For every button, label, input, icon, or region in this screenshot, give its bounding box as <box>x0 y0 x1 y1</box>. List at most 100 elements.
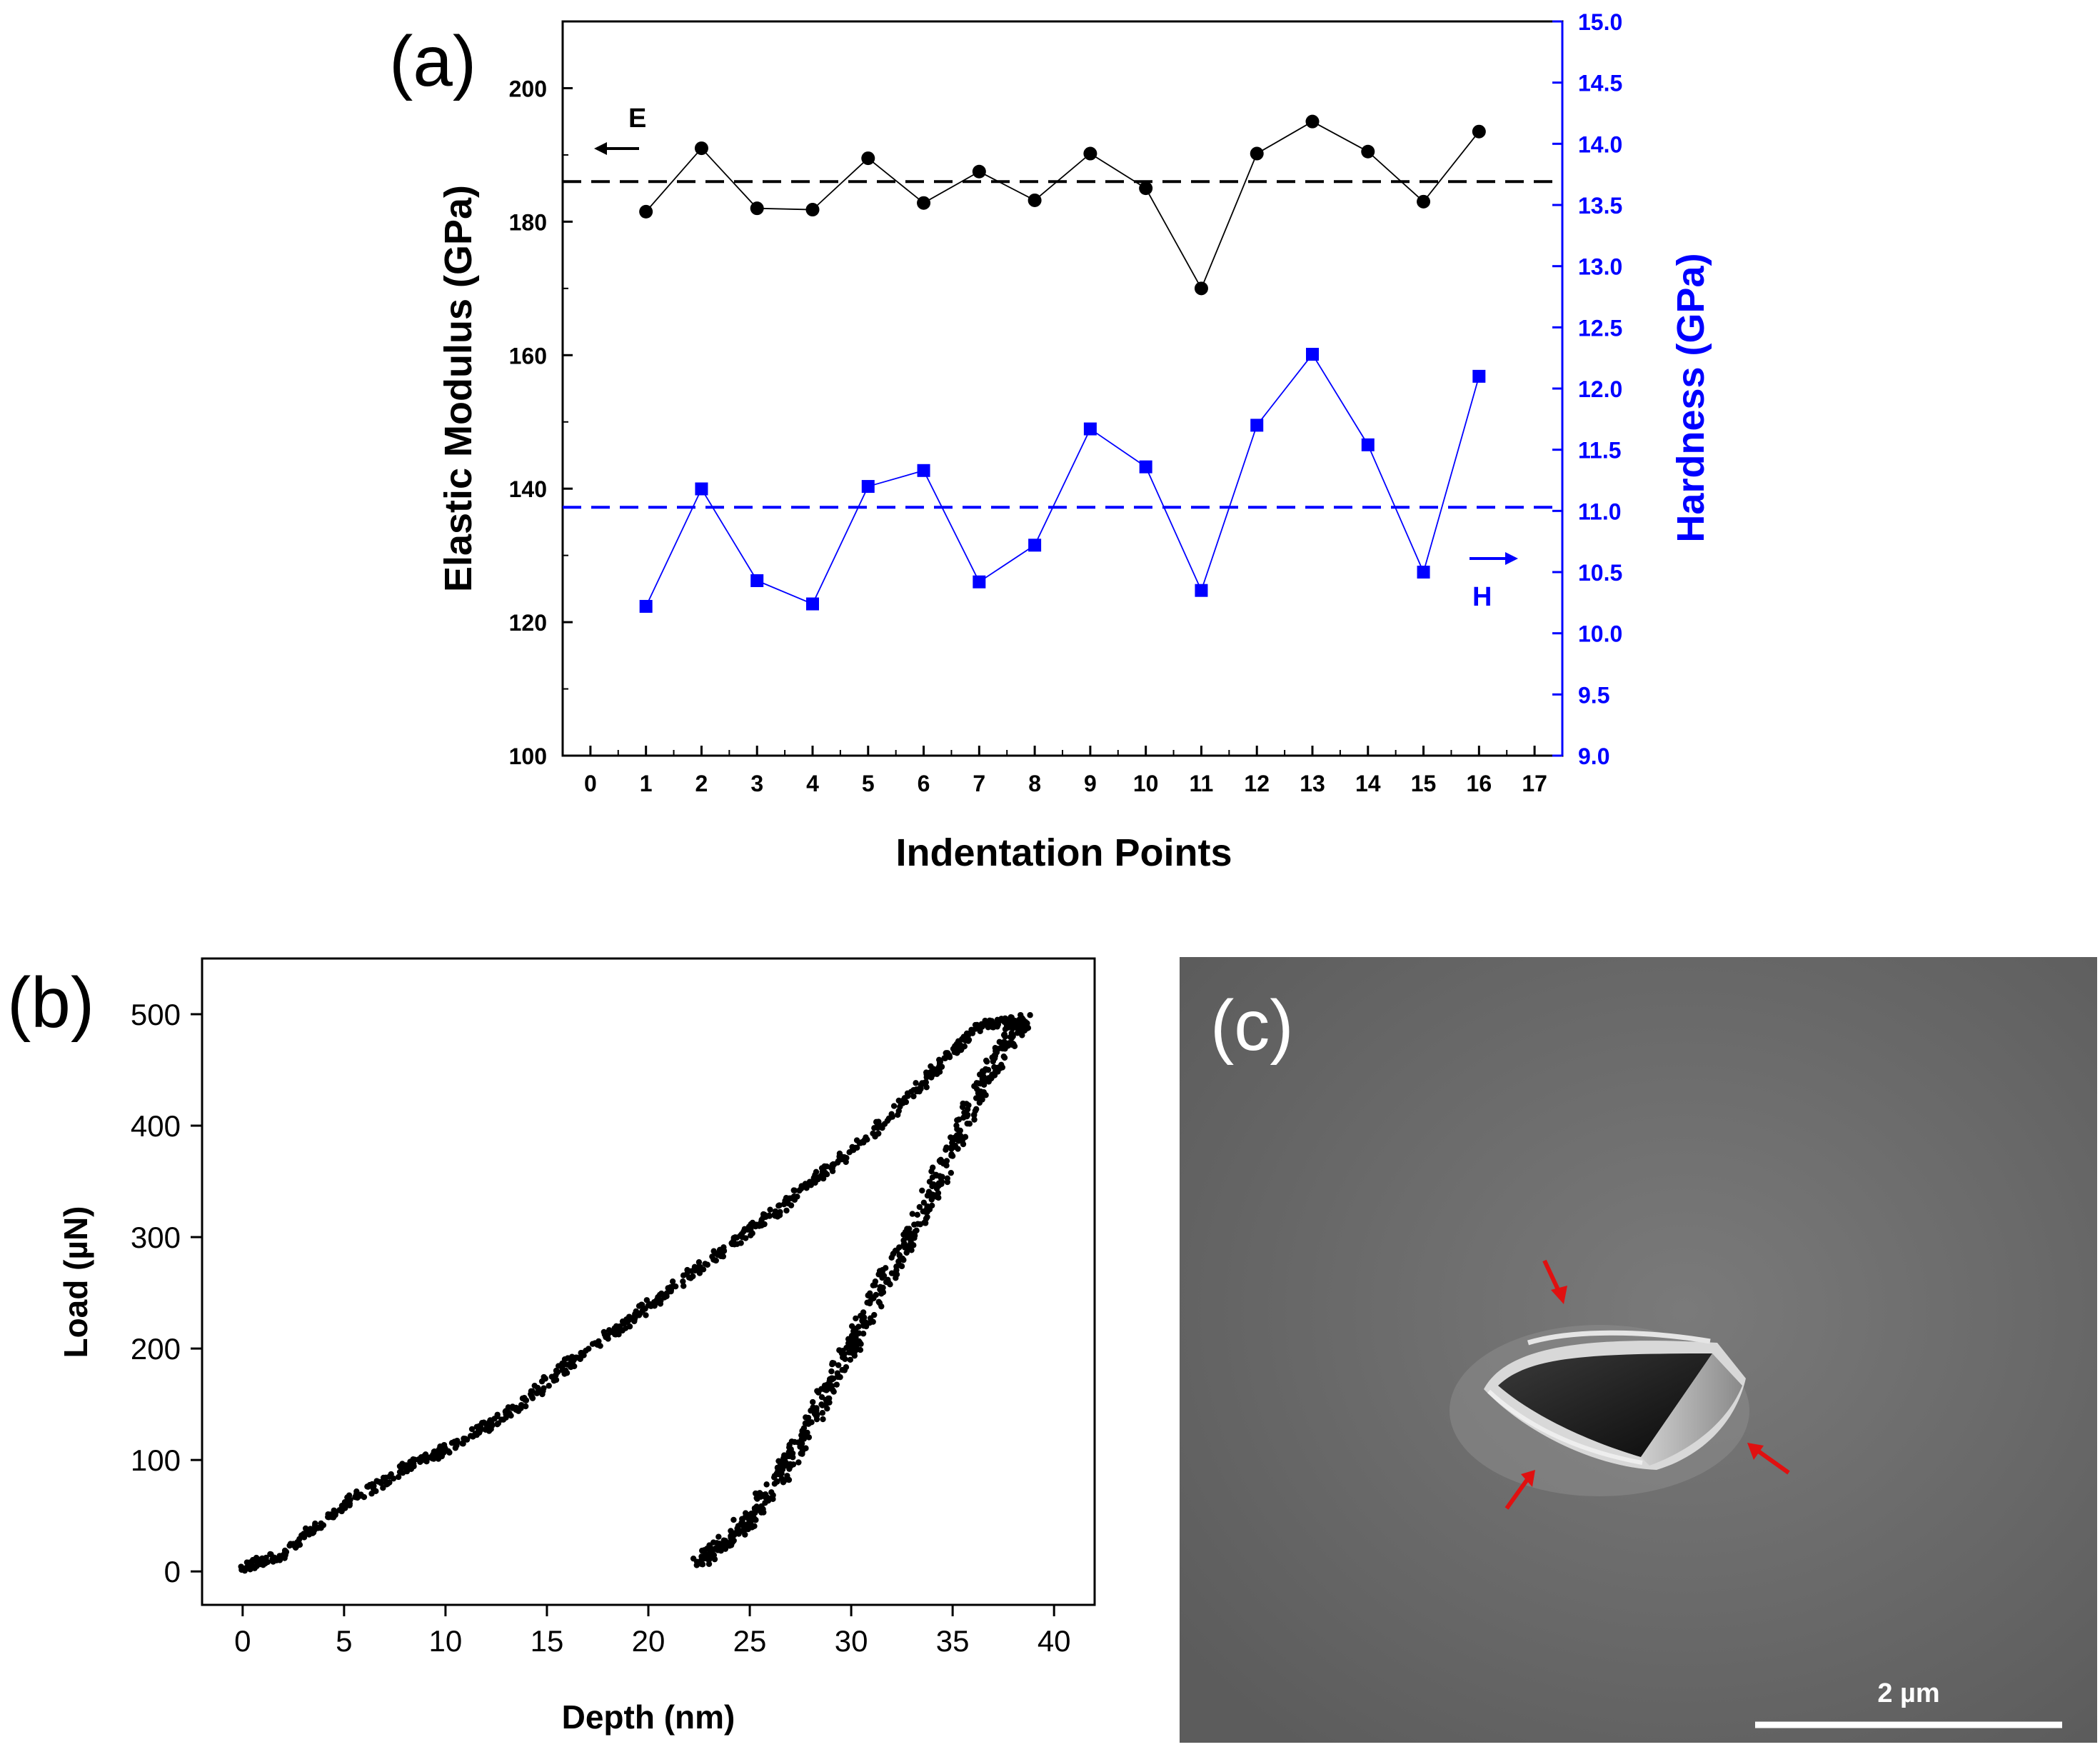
loading-data-point <box>933 1071 940 1077</box>
unloading-data-point <box>929 1164 936 1171</box>
loading-data-point <box>281 1555 288 1561</box>
unloading-data-point <box>810 1398 816 1406</box>
unloading-data-point <box>993 1048 999 1054</box>
unloading-data-point <box>855 1323 862 1330</box>
b-x-tick-label: 0 <box>234 1624 251 1658</box>
loading-data-point <box>980 1021 988 1028</box>
loading-data-point <box>513 1406 519 1413</box>
unloading-data-point <box>957 1132 964 1139</box>
series-line-h <box>645 353 1480 607</box>
a-y2-tick-label: 10.0 <box>1578 621 1622 647</box>
unloading-data-point <box>922 1220 929 1226</box>
unloading-data-point <box>955 1138 962 1144</box>
loading-data-point <box>652 1299 658 1306</box>
unloading-data-point <box>971 1116 978 1123</box>
unloading-data-point <box>964 1120 970 1127</box>
loading-data-point <box>813 1175 819 1181</box>
unloading-data-point <box>954 1126 960 1133</box>
loading-data-point <box>957 1041 963 1048</box>
unloading-data-point <box>985 1075 992 1081</box>
loading-data-point <box>783 1207 790 1214</box>
a-x-axis-title: Indentation Points <box>896 831 1232 874</box>
unloading-data-point <box>924 1192 931 1199</box>
loading-data-point <box>994 1016 1001 1023</box>
point-h <box>1250 419 1264 432</box>
unloading-data-point <box>924 1208 930 1215</box>
point-h <box>1417 566 1430 579</box>
loading-data-point <box>923 1084 930 1091</box>
loading-data-point <box>809 1179 815 1186</box>
unloading-data-point <box>813 1412 820 1419</box>
loading-data-point <box>365 1483 371 1490</box>
unloading-data-point <box>780 1479 787 1486</box>
unloading-data-point <box>892 1248 899 1254</box>
point-h <box>1361 438 1375 451</box>
loading-data-point <box>710 1256 717 1263</box>
a-x-tick-label: 11 <box>1190 771 1214 796</box>
unloading-data-point <box>888 1270 895 1276</box>
unloading-data-point <box>914 1211 920 1218</box>
unloading-data-point <box>898 1263 905 1270</box>
unloading-data-point <box>1018 1011 1024 1018</box>
unloading-data-point <box>834 1370 841 1376</box>
point-h <box>1306 348 1319 361</box>
loading-data-point <box>813 1168 820 1176</box>
loading-data-point <box>311 1522 318 1528</box>
loading-data-point <box>383 1481 390 1488</box>
unloading-data-point <box>896 1252 903 1259</box>
point-h <box>695 482 708 496</box>
b-y-tick-label: 500 <box>131 998 181 1031</box>
loading-data-point <box>761 1221 768 1228</box>
unloading-data-point <box>853 1315 859 1322</box>
loading-data-point <box>368 1491 375 1497</box>
unloading-data-point <box>909 1211 916 1217</box>
unloading-data-point <box>819 1410 826 1416</box>
a-y2-tick-label: 13.0 <box>1578 254 1622 280</box>
unloading-data-point <box>955 1116 963 1123</box>
unloading-data-point <box>847 1356 854 1363</box>
a-y2-tick-label: 14.5 <box>1578 71 1622 96</box>
point-e <box>1417 194 1431 209</box>
unloading-data-point <box>843 1344 850 1351</box>
a-y2-tick-label: 13.5 <box>1578 193 1622 219</box>
loading-data-point <box>553 1376 560 1383</box>
series-line-e <box>645 121 1480 290</box>
a-y2-tick-label: 9.5 <box>1578 682 1609 708</box>
b-y-tick-label: 0 <box>164 1555 181 1588</box>
loading-data-point <box>640 1305 647 1311</box>
unloading-data-point <box>800 1436 808 1442</box>
point-e <box>1083 146 1097 161</box>
a-x-tick-label: 6 <box>918 771 930 796</box>
loading-data-point <box>408 1465 415 1471</box>
unloading-data-point <box>871 1311 878 1318</box>
loading-data-point <box>468 1426 476 1433</box>
a-x-tick-label: 9 <box>1084 771 1097 796</box>
unloading-data-point <box>930 1191 937 1198</box>
loading-data-point <box>974 1021 980 1028</box>
loading-data-point <box>965 1036 973 1043</box>
unloading-data-point <box>753 1516 759 1523</box>
loading-data-point <box>791 1187 798 1194</box>
unloading-data-point <box>749 1524 755 1531</box>
loading-data-point <box>888 1111 895 1118</box>
loading-data-point <box>538 1378 546 1385</box>
unloading-data-point <box>980 1081 988 1088</box>
loading-data-point <box>669 1278 676 1285</box>
loading-data-point <box>238 1566 245 1573</box>
unloading-data-point <box>701 1547 708 1553</box>
unloading-data-point <box>775 1471 782 1478</box>
a-y2-axis-title: Hardness (GPa) <box>1669 253 1712 542</box>
unloading-data-point <box>885 1279 892 1286</box>
a-y-axis-title: Elastic Modulus (GPa) <box>437 185 480 592</box>
unloading-data-point <box>875 1298 882 1305</box>
point-h <box>917 464 930 477</box>
unloading-data-point <box>799 1428 805 1434</box>
point-e <box>861 151 875 166</box>
unloading-data-point <box>819 1402 825 1408</box>
unloading-data-point <box>1021 1027 1028 1034</box>
unloading-data-point <box>960 1114 967 1121</box>
panel-c-sem-image: (c) 2 µm <box>1180 957 2097 1743</box>
unloading-data-point <box>823 1387 830 1393</box>
unloading-data-point <box>734 1525 740 1532</box>
unloading-data-point <box>848 1332 855 1339</box>
